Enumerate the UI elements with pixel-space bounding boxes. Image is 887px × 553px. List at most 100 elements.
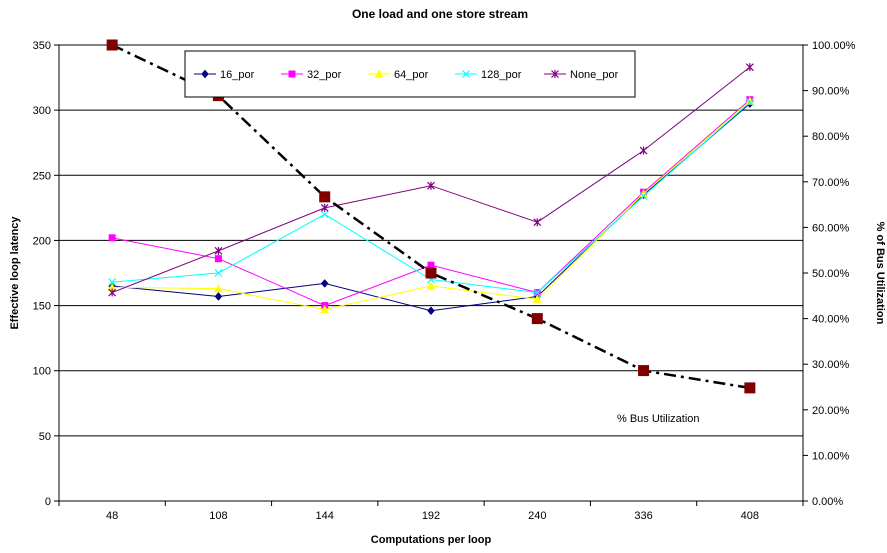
y2-tick-label: 100.00% — [812, 40, 856, 52]
legend-swatch-marker — [374, 69, 384, 78]
point-64_por — [320, 304, 330, 314]
point-128_por-shape — [214, 269, 223, 277]
point-64_por-shape — [532, 294, 542, 303]
bus-utilization-marker — [106, 39, 118, 51]
legend-label: 128_por — [481, 69, 522, 81]
legend-label: 32_por — [307, 69, 342, 81]
y2-tick-label: 0.00% — [812, 496, 843, 508]
point-32_por — [108, 234, 116, 242]
series-None_por — [108, 63, 754, 297]
point-None_por-shape — [214, 246, 223, 255]
point-128_por-shape — [745, 98, 754, 107]
legend-item-64_por: 64_por — [368, 69, 429, 81]
bus-utilization-marker — [638, 365, 650, 377]
point-128_por-shape — [639, 192, 648, 201]
bus-utilization-marker — [744, 382, 756, 394]
point-128_por-shape — [320, 210, 329, 219]
y-tick-label: 200 — [33, 235, 51, 247]
series-lines — [107, 63, 755, 316]
point-None_por-shape — [533, 218, 542, 227]
legend-swatch-marker — [551, 70, 559, 78]
y2-tick-label: 60.00% — [812, 222, 850, 234]
point-None_por — [533, 218, 542, 227]
y-tick-label: 100 — [33, 366, 51, 378]
point-None_por-shape — [427, 181, 435, 190]
point-None_por — [108, 288, 117, 297]
legend-swatch-marker-shape — [201, 69, 209, 79]
y-tick-label: 300 — [33, 105, 51, 117]
bus-utilization-marker — [319, 191, 331, 203]
point-16_por-shape — [320, 279, 329, 288]
point-32_por — [427, 261, 435, 269]
legend-label: None_por — [570, 69, 619, 81]
legend: 16_por 32_por 64_por 128_por None_por — [184, 50, 636, 98]
legend-item-128_por: 128_por — [455, 69, 522, 81]
legend-swatch-marker — [201, 69, 209, 79]
point-128_por — [745, 98, 754, 107]
y-tick-label: 50 — [39, 431, 51, 443]
y2-tick-label: 90.00% — [812, 86, 850, 98]
legend-label: 64_por — [394, 69, 429, 81]
point-None_por-shape — [108, 288, 117, 297]
point-128_por-shape — [108, 278, 117, 287]
legend-swatch-marker — [288, 70, 296, 78]
point-64_por-shape — [426, 281, 436, 290]
gridlines — [59, 44, 803, 437]
point-None_por-shape — [745, 63, 754, 72]
x-axis-title: Computations per loop — [371, 534, 492, 546]
point-32_por-shape — [427, 261, 435, 269]
point-32_por-shape — [108, 234, 116, 242]
y-tick-label: 350 — [33, 40, 51, 52]
point-16_por-shape — [427, 306, 435, 316]
point-64_por-shape — [639, 188, 648, 198]
y-tick-labels: 0 50 100 150 200 250 300 350 — [33, 40, 59, 508]
y2-tick-label: 80.00% — [812, 131, 850, 143]
point-None_por — [320, 203, 329, 212]
legend-swatch-marker — [462, 70, 470, 78]
point-None_por — [427, 181, 435, 190]
legend-swatch-marker-shape — [374, 69, 384, 78]
x-tick-labels: 48 108 144 192 240 336 408 — [58, 501, 804, 522]
point-128_por — [214, 269, 223, 277]
point-16_por — [427, 306, 435, 316]
point-128_por — [639, 192, 648, 201]
x-tick-label: 144 — [316, 510, 334, 522]
point-64_por-shape — [214, 284, 223, 293]
point-64_por-shape — [320, 304, 330, 314]
point-16_por-shape — [214, 292, 223, 301]
point-128_por — [320, 210, 329, 219]
point-64_por — [639, 188, 648, 198]
x-tick-label: 48 — [106, 510, 118, 522]
legend-swatch-marker-shape — [462, 70, 470, 78]
x-tick-label: 192 — [422, 510, 440, 522]
y-axis-title: Effective loop latency — [9, 216, 21, 330]
legend-item-32_por: 32_por — [281, 69, 342, 81]
bus-utilization-marker — [531, 313, 543, 325]
legend-swatch-marker-shape — [288, 70, 296, 78]
point-None_por — [214, 246, 223, 255]
point-None_por-shape — [639, 146, 648, 155]
y-tick-label: 0 — [45, 496, 51, 508]
point-None_por — [745, 63, 754, 72]
point-64_por — [426, 281, 436, 290]
y2-tick-label: 70.00% — [812, 177, 850, 189]
point-16_por — [214, 292, 223, 301]
point-64_por — [532, 294, 542, 303]
y-tick-label: 150 — [33, 301, 51, 313]
series-64_por — [107, 96, 755, 314]
point-None_por — [639, 146, 648, 155]
legend-label: 16_por — [220, 69, 255, 81]
y2-tick-label: 40.00% — [812, 314, 850, 326]
legend-item-None_por: None_por — [544, 69, 619, 81]
bus-utilization-marker — [425, 267, 437, 279]
chart-title: One load and one store stream — [352, 7, 528, 21]
x-tick-label: 240 — [528, 510, 546, 522]
y2-tick-label: 50.00% — [812, 268, 850, 280]
point-128_por — [108, 278, 117, 287]
y-tick-label: 250 — [33, 170, 51, 182]
point-64_por — [214, 284, 223, 293]
y2-tick-labels: 0.00% 10.00% 20.00% 30.00% 40.00% 50.00% 60.00… — [803, 40, 856, 508]
y2-tick-label: 10.00% — [812, 450, 850, 462]
point-32_por-shape — [214, 255, 222, 263]
